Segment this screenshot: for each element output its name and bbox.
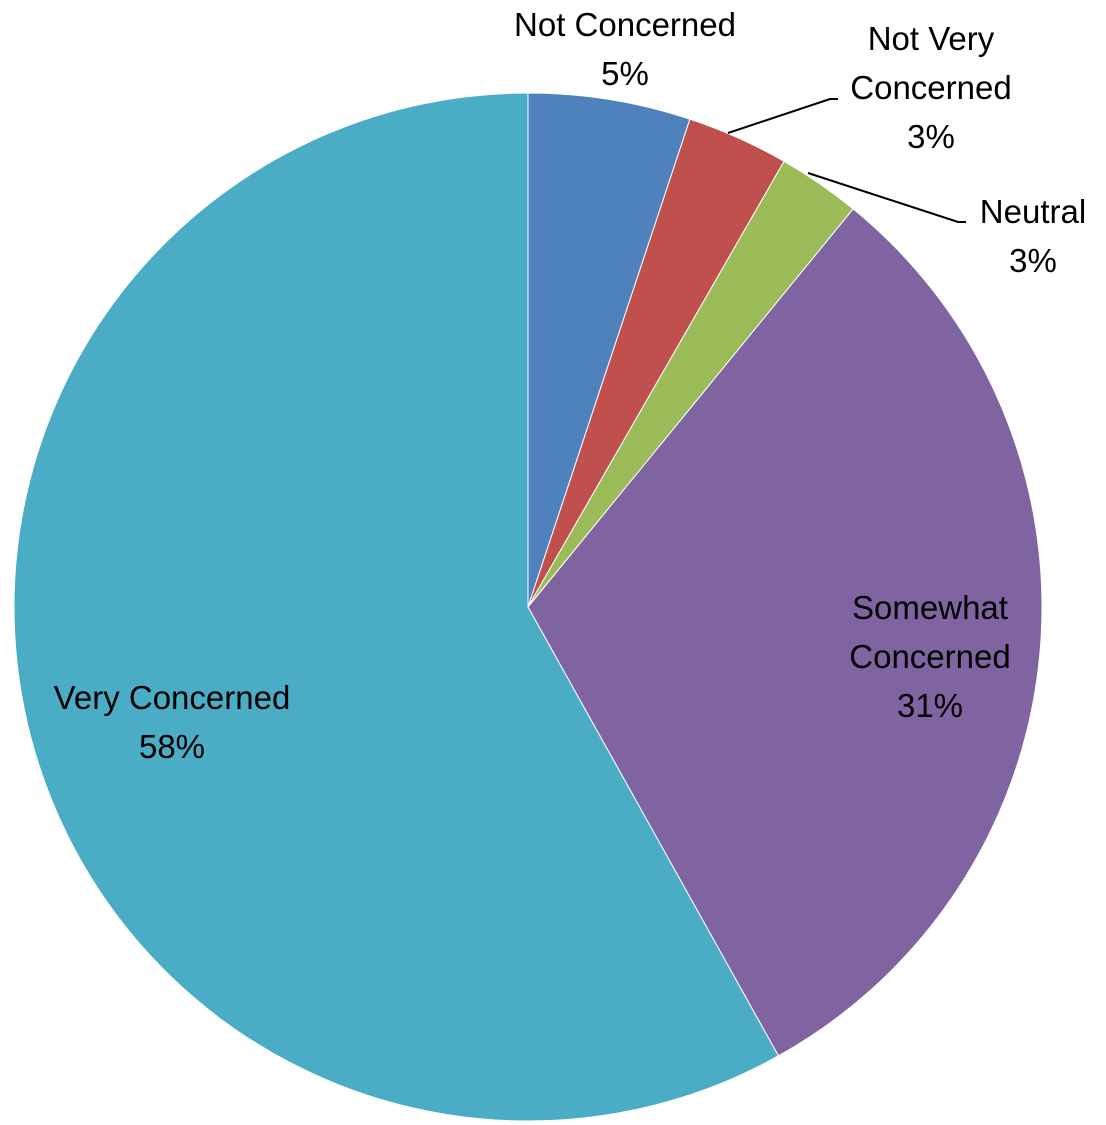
pie-slice-3 bbox=[527, 208, 1043, 1057]
slice-category-label-0-0: Not Concerned bbox=[514, 6, 736, 43]
leader-line-1 bbox=[727, 98, 838, 134]
leader-lines-layer bbox=[727, 98, 966, 223]
slice-value-label-2: 3% bbox=[1009, 242, 1057, 279]
slice-category-label-1-0: Not Very bbox=[868, 20, 995, 57]
slice-category-label-4-0: Very Concerned bbox=[54, 679, 291, 716]
data-label-0: Not Concerned 5% bbox=[514, 6, 736, 92]
data-label-2: Neutral 3% bbox=[980, 193, 1086, 279]
slice-value-label-1: 3% bbox=[907, 118, 955, 155]
data-label-4: Very Concerned 58% bbox=[54, 679, 291, 765]
slice-value-label-4: 58% bbox=[139, 728, 205, 765]
pie-slice-0 bbox=[527, 92, 691, 608]
pie-slice-4 bbox=[13, 92, 780, 1122]
slice-category-label-1-1: Concerned bbox=[850, 69, 1011, 106]
slice-value-label-0: 5% bbox=[601, 55, 649, 92]
data-label-3: Somewhat Concerned 31% bbox=[849, 589, 1010, 724]
data-label-1: Not Very Concerned 3% bbox=[850, 20, 1011, 155]
slice-category-label-3-0: Somewhat bbox=[852, 589, 1008, 626]
slice-value-label-3: 31% bbox=[897, 687, 963, 724]
slice-category-label-3-1: Concerned bbox=[849, 638, 1010, 675]
slices-layer bbox=[13, 92, 1043, 1122]
leader-line-2 bbox=[807, 172, 966, 223]
slice-category-label-2-0: Neutral bbox=[980, 193, 1086, 230]
